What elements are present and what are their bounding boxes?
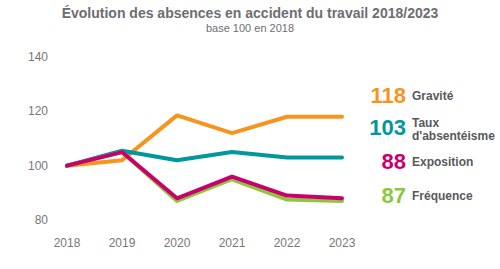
y-tick-label: 100	[28, 159, 48, 173]
series-line	[67, 152, 342, 198]
y-tick-label: 140	[28, 50, 48, 64]
x-tick-label: 2023	[329, 236, 356, 250]
x-tick-label: 2018	[54, 236, 81, 250]
y-tick-label: 120	[28, 104, 48, 118]
x-tick-label: 2022	[274, 236, 301, 250]
legend-value: 88	[382, 149, 406, 174]
legend-value: 87	[382, 183, 406, 208]
series-line	[67, 151, 342, 166]
plot-area	[67, 115, 342, 201]
subtitle: base 100 en 2018	[206, 22, 294, 34]
x-tick-label: 2020	[164, 236, 191, 250]
chart: Évolution des absences en accident du tr…	[0, 0, 500, 269]
series-line	[67, 152, 342, 201]
title: Évolution des absences en accident du tr…	[62, 5, 439, 21]
series-line	[67, 115, 342, 165]
legend-label: Gravité	[412, 89, 454, 103]
legend-value: 103	[369, 115, 406, 140]
legend-label: Exposition	[412, 155, 473, 169]
x-tick-label: 2019	[109, 236, 136, 250]
legend-label: Fréquence	[412, 189, 473, 203]
y-tick-label: 80	[35, 213, 49, 227]
legend-value: 118	[371, 83, 407, 108]
x-tick-label: 2021	[219, 236, 246, 250]
legend-label: Tauxd'absentéisme	[412, 116, 495, 143]
